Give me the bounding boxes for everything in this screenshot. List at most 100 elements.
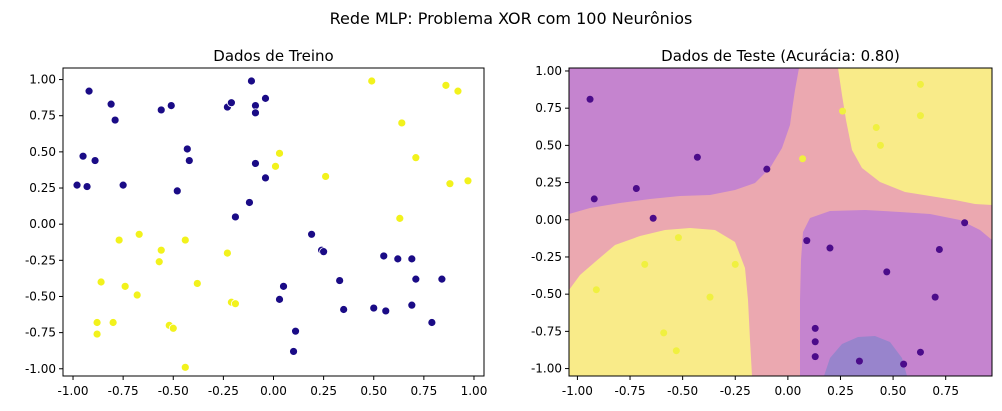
train-point-class-1 (120, 281, 130, 291)
train-point-class-0 (279, 281, 288, 291)
train-ytick-label: -1.00 (25, 362, 56, 376)
train-xtick-label: -0.75 (108, 384, 139, 398)
test-point-class-0 (935, 246, 943, 254)
decision-regions (569, 68, 992, 376)
train-point-class-0 (407, 300, 417, 310)
train-point-class-0 (275, 294, 284, 304)
train-xtick-label: 1.00 (461, 384, 488, 398)
test-point-class-0 (883, 268, 891, 276)
test-xtick-label: 0.00 (775, 384, 802, 398)
train-xtick-label: 0.25 (310, 384, 337, 398)
train-point-class-1 (96, 277, 106, 287)
train-point-class-0 (319, 247, 329, 257)
train-point-class-0 (166, 101, 176, 110)
figure-title: Rede MLP: Problema XOR com 100 Neurônios (330, 9, 693, 28)
test-ytick-label: 0.25 (535, 176, 562, 190)
train-point-class-1 (92, 329, 102, 339)
train-point-class-1 (321, 172, 331, 181)
train-point-class-0 (261, 93, 270, 103)
train-ytick-label: 0.00 (29, 217, 56, 231)
train-point-class-1 (397, 118, 407, 128)
test-point-class-1 (876, 141, 884, 149)
train-xtick-label: 0.75 (410, 384, 437, 398)
test-point-class-0 (855, 357, 863, 365)
test-ytick-label: -0.50 (531, 287, 562, 301)
train-point-class-0 (184, 156, 194, 165)
train-point-class-0 (118, 180, 128, 190)
test-ytick-label: -0.75 (531, 324, 562, 338)
train-point-class-0 (289, 347, 298, 356)
train-point-class-1 (180, 362, 190, 372)
train-point-class-0 (411, 274, 421, 284)
train-point-class-0 (379, 251, 389, 261)
train-xtick-label: 0.00 (260, 384, 287, 398)
train-point-class-0 (182, 144, 192, 154)
test-point-class-0 (811, 353, 819, 361)
train-ytick-label: -0.75 (25, 326, 56, 340)
train-xtick-label: 0.50 (360, 384, 387, 398)
test-ticks: -1.00 -0.75 -0.50 -0.25 0.00 0.25 0.50 0.75 1.00… (531, 64, 959, 398)
train-point-class-1 (395, 213, 405, 223)
test-ytick-label: 1.00 (535, 64, 562, 78)
test-point-class-1 (672, 347, 680, 355)
train-ticks: -1.00 -0.75 -0.50 -0.25 0.00 0.25 0.50 0.75 1.00… (25, 73, 487, 398)
train-xtick-label: -0.50 (158, 384, 189, 398)
train-xtick-label: -1.00 (57, 384, 88, 398)
test-point-class-0 (900, 360, 908, 368)
train-points (72, 76, 473, 372)
train-axes: Dados de Treino -1.00 -0.75 -0.50 -0.25 0.00… (25, 47, 487, 398)
train-ytick-label: -0.50 (25, 289, 56, 303)
train-point-class-1 (154, 257, 164, 267)
train-point-class-1 (192, 279, 202, 288)
test-point-class-0 (693, 153, 701, 161)
test-xtick-label: 0.25 (827, 384, 854, 398)
train-point-class-0 (90, 156, 100, 165)
train-point-class-0 (437, 274, 447, 284)
test-point-class-0 (649, 214, 657, 222)
test-point-class-0 (632, 185, 640, 193)
test-point-class-1 (916, 112, 924, 120)
train-point-class-0 (393, 254, 403, 264)
test-point-class-0 (803, 237, 811, 245)
test-title: Dados de Teste (Acurácia: 0.80) (661, 47, 900, 65)
region-low-bottom-right (800, 210, 992, 376)
train-point-class-0 (156, 105, 166, 115)
test-ytick-label: -0.25 (531, 250, 562, 264)
train-point-class-0 (245, 198, 254, 207)
test-xtick-label: -0.50 (667, 384, 698, 398)
train-point-class-0 (339, 305, 349, 314)
train-point-class-0 (251, 101, 260, 110)
train-point-class-1 (92, 318, 102, 327)
train-point-class-1 (134, 229, 144, 239)
test-xtick-label: 0.50 (880, 384, 907, 398)
train-point-class-0 (427, 318, 437, 327)
test-point-class-0 (916, 348, 924, 356)
train-point-class-1 (222, 248, 232, 258)
train-point-class-1 (367, 76, 377, 86)
test-point-class-1 (592, 286, 600, 294)
test-xtick-label: -1.00 (562, 384, 593, 398)
test-xtick-label: -0.75 (614, 384, 645, 398)
region-low-top-left (569, 68, 799, 214)
test-point-class-0 (763, 165, 771, 173)
test-xtick-label: -0.25 (720, 384, 751, 398)
train-point-class-0 (251, 108, 260, 118)
train-frame (62, 67, 485, 377)
test-axes: Dados de Teste (Acurácia: 0.80) -1.00 -0.… (531, 47, 993, 398)
test-point-class-1 (916, 80, 924, 88)
region-high-top-right (838, 68, 992, 205)
test-point-class-0 (590, 195, 598, 203)
train-point-class-1 (453, 86, 463, 96)
train-point-class-0 (84, 86, 94, 96)
test-frame (568, 67, 993, 377)
train-ytick-label: 0.25 (29, 181, 56, 195)
train-point-class-0 (172, 186, 182, 196)
train-point-class-1 (231, 299, 240, 309)
test-point-class-1 (641, 260, 649, 268)
test-point-class-1 (674, 234, 682, 242)
train-point-class-0 (307, 229, 316, 239)
train-xtick-label: -0.25 (208, 384, 239, 398)
train-point-class-0 (72, 180, 82, 190)
train-point-class-1 (180, 235, 190, 245)
